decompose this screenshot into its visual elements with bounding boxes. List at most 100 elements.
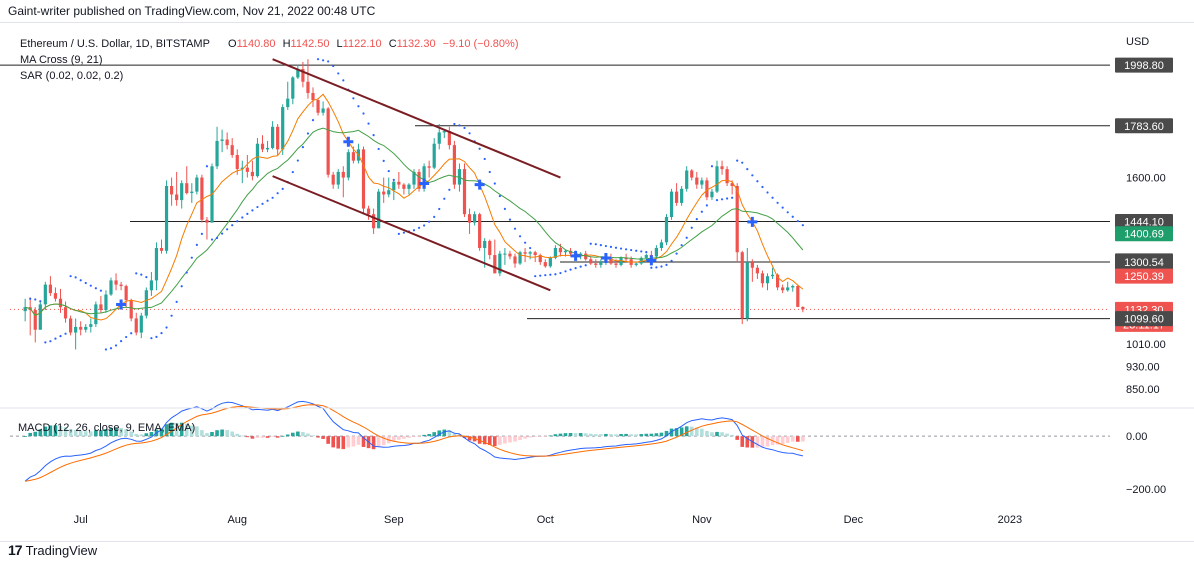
price-tag: 1998.80	[1115, 57, 1173, 73]
ma-cross-markers	[116, 136, 758, 310]
candle-body	[473, 214, 477, 223]
sar-dot	[367, 122, 370, 125]
price-tag-label: 1400.69	[1124, 229, 1164, 241]
sar-dot	[29, 297, 32, 300]
candle-body	[392, 181, 396, 191]
candle-body	[796, 286, 800, 307]
sar-dot	[594, 243, 597, 246]
sar-dot	[236, 220, 239, 223]
chart-area[interactable]: 850.00 930.00 1010.00 1600.00 0.00 −200.00 199…	[0, 22, 1194, 542]
candle-body	[134, 318, 138, 333]
candle-body	[685, 170, 689, 189]
candle-body	[84, 326, 88, 330]
sar-dot	[539, 274, 542, 277]
macd-hist-bar	[503, 436, 507, 444]
candle-body	[94, 304, 98, 325]
price-tag-box	[1115, 213, 1173, 229]
sar-dot	[130, 332, 133, 335]
legend: Ethereum / U.S. Dollar, 1D, BITSTAMP O11…	[18, 36, 1149, 434]
macd-hist-bar	[715, 431, 719, 437]
sar-dot	[761, 185, 764, 189]
candle-body	[518, 252, 522, 264]
sar-dot	[554, 273, 557, 276]
macd-hist-bar	[78, 430, 83, 437]
macd-hist-bar	[164, 424, 169, 437]
macd-hist-bar	[205, 433, 209, 437]
sar-dot	[433, 215, 436, 218]
macd-hist-bar	[43, 426, 48, 437]
macd-hist-bar	[119, 427, 123, 437]
candle-body	[346, 152, 350, 178]
sar-dot	[710, 165, 714, 168]
sar-dot	[362, 112, 365, 115]
price-chart-svg[interactable]: 850.00 930.00 1010.00 1600.00 0.00 −200.00 199…	[0, 23, 1194, 541]
sar-dot	[801, 224, 804, 227]
candle-body	[109, 280, 113, 295]
sar-dot	[423, 224, 426, 227]
candle-body	[488, 240, 492, 256]
candle-body	[523, 252, 527, 254]
sar-dot	[614, 246, 618, 249]
sar-dot	[125, 335, 128, 339]
fast-ma-line	[24, 93, 804, 321]
sar-dot	[503, 207, 506, 210]
sar-dot	[458, 124, 461, 127]
ma-cross-marker	[570, 250, 581, 261]
sar-dot	[731, 196, 734, 199]
candle-body	[452, 145, 456, 185]
sar-dot	[69, 275, 72, 278]
macd-hist-bar	[487, 436, 492, 446]
parabolic-sar	[29, 58, 804, 351]
sar-dot	[483, 157, 486, 161]
macd-hist-bar	[33, 431, 38, 437]
macd-hist-bar	[644, 433, 649, 437]
macd-hist-bar	[275, 436, 280, 438]
macd-hist-bar	[568, 433, 573, 437]
macd-hist-bar	[109, 427, 113, 437]
macd-hist-bar	[669, 428, 674, 437]
macd-hist-bar	[583, 433, 588, 437]
sar-dot	[322, 59, 325, 62]
candle-body	[361, 149, 366, 209]
macd-hist-bar	[139, 434, 144, 437]
candle-body	[311, 93, 315, 101]
candle-body	[589, 259, 593, 264]
macd-hist-bar	[594, 434, 598, 437]
macd-hist-bar	[260, 436, 265, 438]
sar-dot	[685, 236, 688, 239]
macd-hist-bar	[225, 430, 229, 437]
sar-dot	[39, 300, 42, 303]
macd-hist-bar	[462, 436, 467, 438]
candle-body	[387, 190, 391, 195]
publisher-caption: Gaint-writer published on TradingView.co…	[8, 4, 375, 18]
macd-hist-bar	[311, 435, 315, 437]
sar-dot	[114, 344, 118, 347]
price-tag: 1444.10	[1115, 213, 1173, 229]
sar-dot	[59, 335, 62, 338]
sar-dot	[372, 134, 375, 137]
candle-body	[609, 257, 613, 264]
candle-body	[543, 262, 547, 267]
tradingview-footer[interactable]: 17 TradingView	[8, 540, 97, 560]
macd-hist-bar	[280, 435, 285, 437]
macd-hist-bar	[129, 431, 133, 437]
candle-body	[801, 306, 805, 310]
sar-dot	[140, 273, 143, 276]
price-tag-label: 1444.10	[1124, 216, 1164, 228]
candle-body	[417, 171, 421, 189]
signal-line	[25, 404, 804, 482]
candle-body	[281, 107, 285, 150]
candle-body	[422, 166, 426, 189]
sar-dot	[205, 165, 209, 168]
macd-hist-bar	[588, 433, 593, 437]
macd-hist-bar	[184, 424, 189, 437]
sar-dot	[498, 194, 501, 198]
candle-body	[558, 248, 563, 253]
macd-hist-bar	[270, 436, 275, 437]
candle-body	[599, 262, 603, 265]
sar-dot	[574, 266, 577, 270]
sar-dot	[599, 244, 602, 247]
macd-hist-bar	[801, 436, 805, 442]
price-tag-box	[1115, 311, 1173, 327]
price-tag-box	[1115, 226, 1173, 242]
